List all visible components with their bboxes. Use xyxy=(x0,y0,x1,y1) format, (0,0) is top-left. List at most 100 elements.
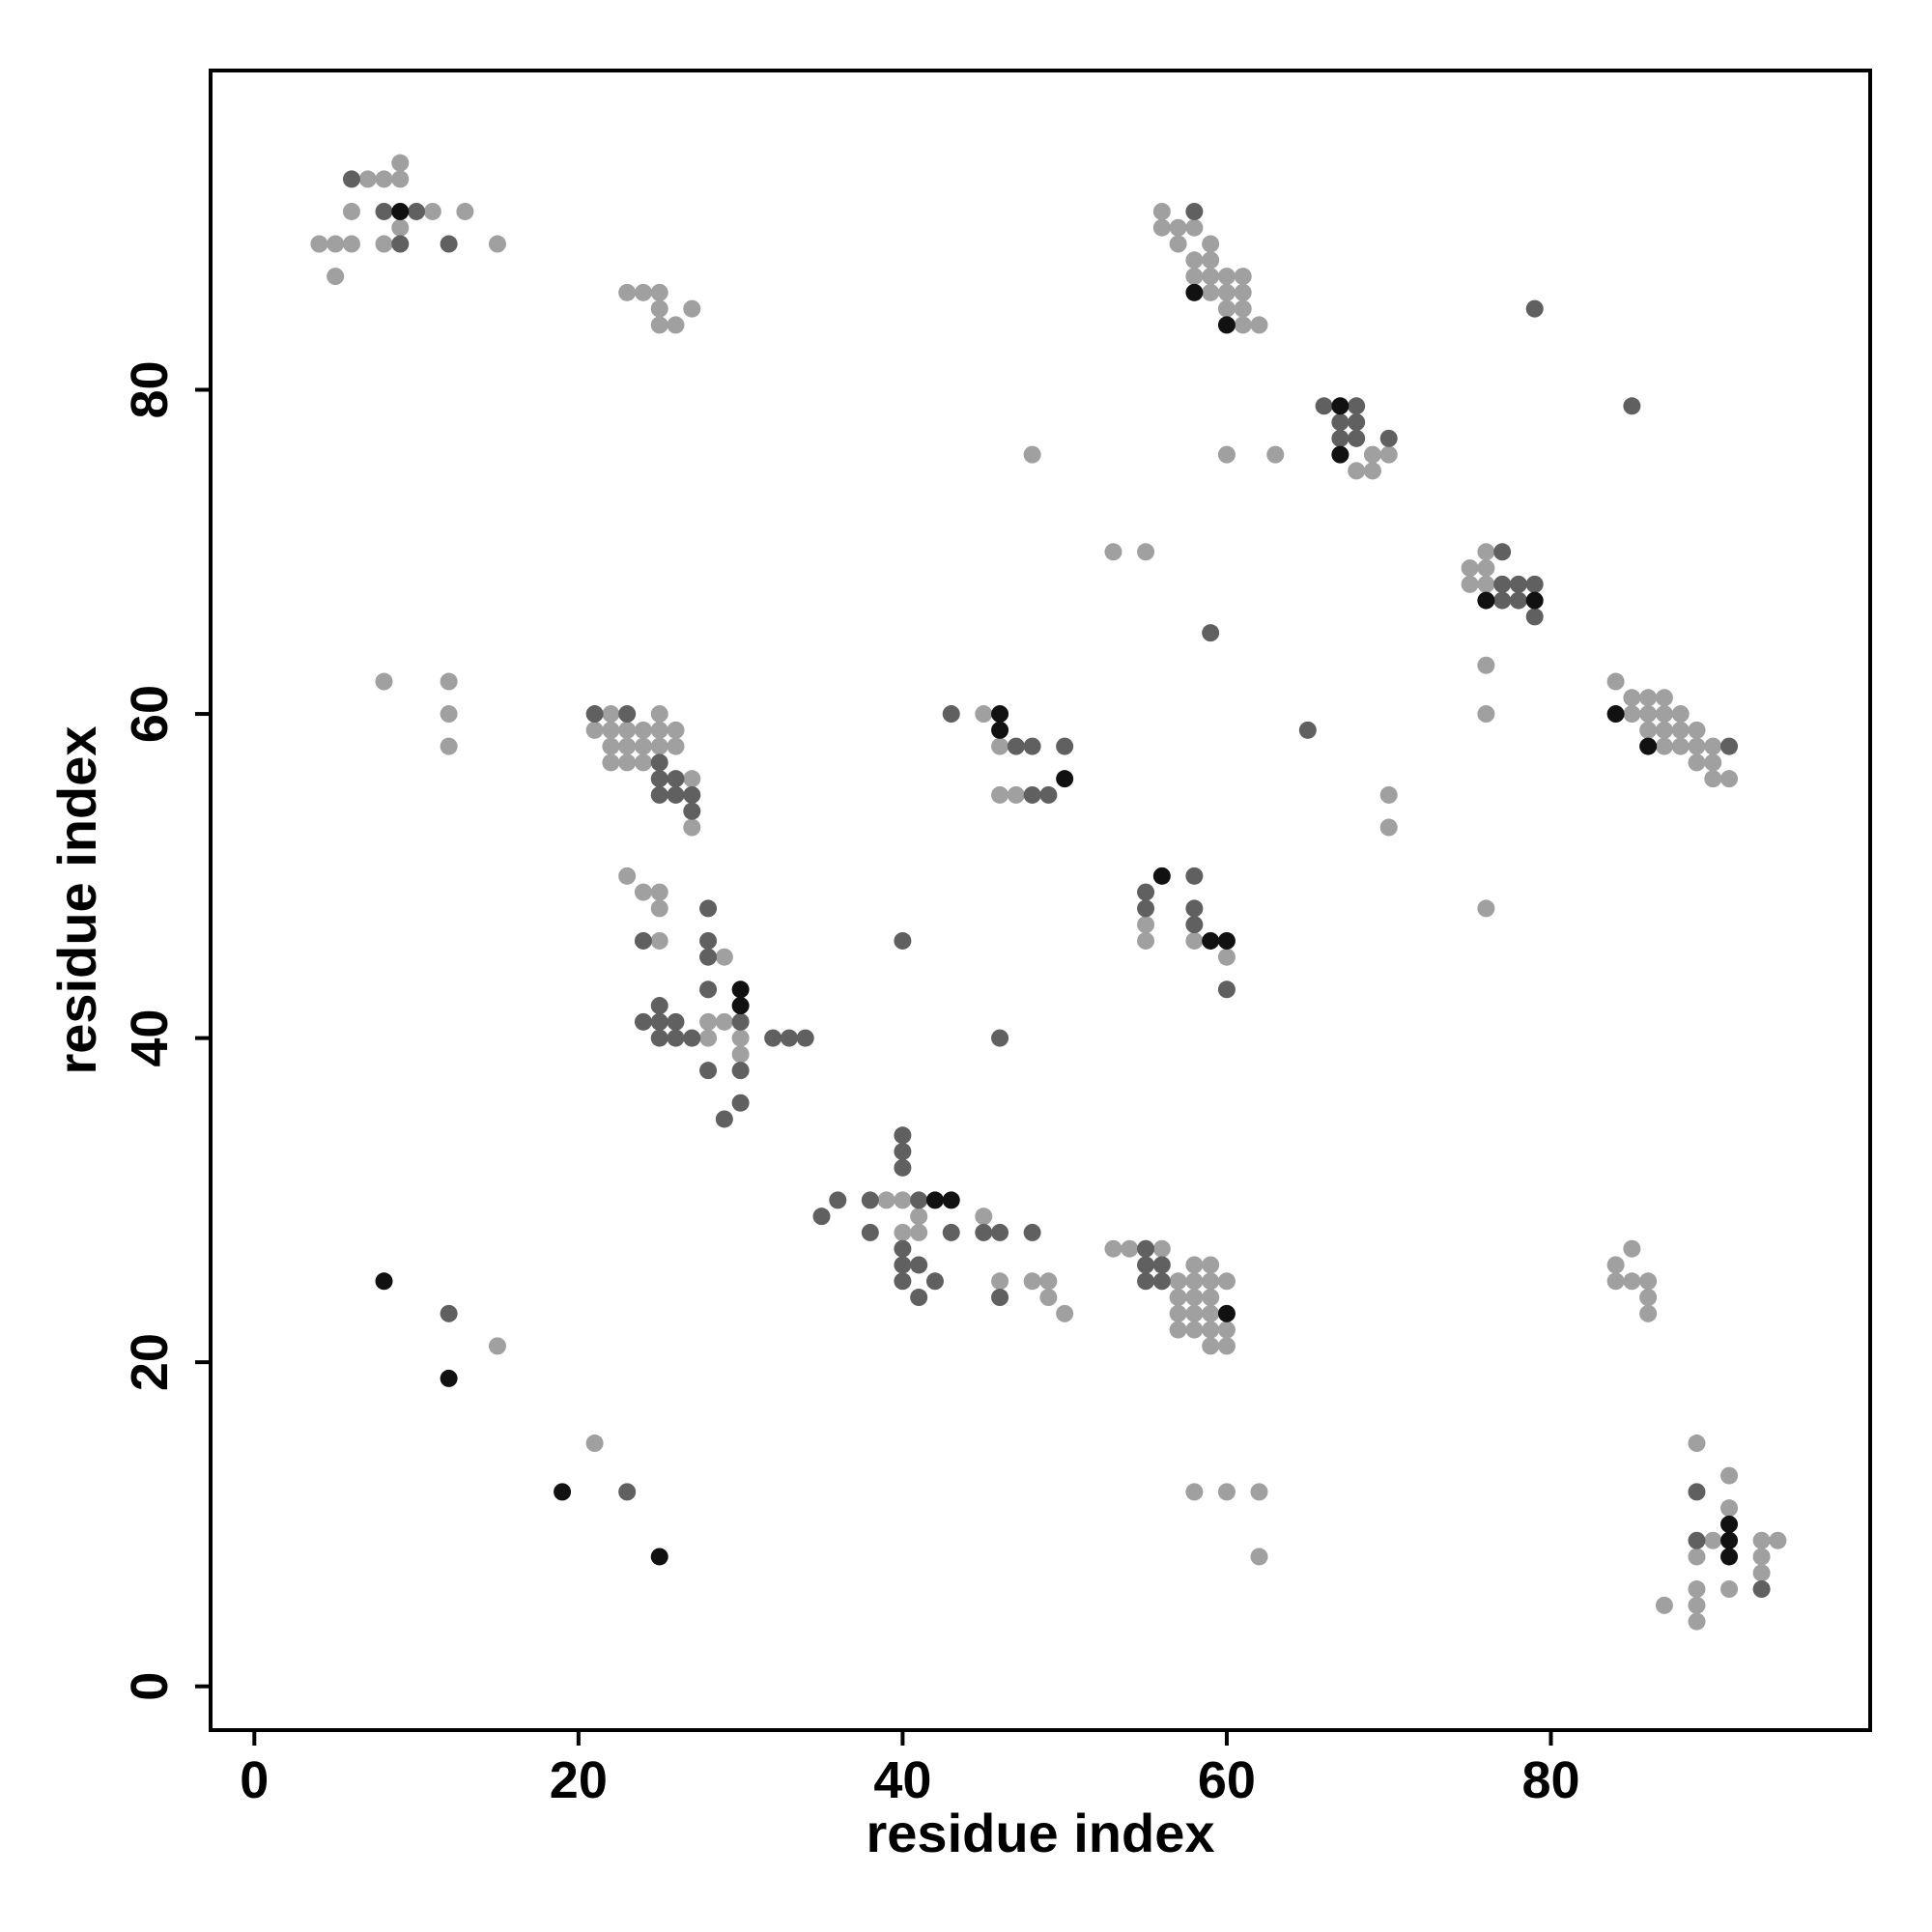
point xyxy=(894,1143,912,1161)
point xyxy=(1217,299,1236,318)
point xyxy=(634,283,652,301)
point xyxy=(1169,235,1187,253)
point xyxy=(1639,1272,1658,1291)
point xyxy=(1477,899,1495,918)
point xyxy=(1655,1596,1673,1614)
point xyxy=(796,1029,814,1047)
point xyxy=(1752,1580,1771,1599)
point xyxy=(634,883,652,901)
point xyxy=(1348,397,1366,415)
point xyxy=(1525,591,1544,610)
point xyxy=(991,1289,1009,1307)
y-tick-label: 40 xyxy=(121,1009,179,1067)
point xyxy=(1234,316,1252,334)
point xyxy=(1217,1321,1236,1339)
point xyxy=(1137,931,1155,950)
point xyxy=(1720,737,1739,755)
point xyxy=(1461,575,1479,593)
point xyxy=(1056,770,1074,788)
point xyxy=(650,899,668,918)
point xyxy=(650,1029,668,1047)
point xyxy=(1185,268,1204,286)
point xyxy=(1720,770,1739,788)
point xyxy=(456,202,474,220)
point xyxy=(925,1272,944,1291)
point xyxy=(650,997,668,1015)
point xyxy=(650,299,668,318)
point xyxy=(894,1223,912,1241)
point xyxy=(942,705,960,724)
point xyxy=(1525,299,1544,318)
x-axis-title: residue index xyxy=(866,1803,1214,1863)
plot-frame xyxy=(209,69,1872,1732)
point xyxy=(618,705,637,724)
point xyxy=(1704,737,1722,755)
point xyxy=(1525,608,1544,626)
point xyxy=(1152,1239,1171,1258)
point xyxy=(1720,1499,1739,1518)
point xyxy=(1137,916,1155,934)
point xyxy=(1217,1483,1236,1501)
point xyxy=(1234,268,1252,286)
point xyxy=(1493,575,1512,593)
point xyxy=(1477,559,1495,578)
point xyxy=(667,1029,685,1047)
point xyxy=(829,1191,847,1209)
point xyxy=(780,1029,798,1047)
point xyxy=(634,931,652,950)
point xyxy=(975,1223,993,1241)
point xyxy=(925,1191,944,1209)
y-tick-label: 20 xyxy=(121,1333,179,1391)
point xyxy=(1137,1272,1155,1291)
point xyxy=(585,705,604,724)
point xyxy=(1671,721,1690,739)
point xyxy=(408,202,426,220)
point xyxy=(991,1223,1009,1241)
point xyxy=(1217,445,1236,464)
point xyxy=(1185,1256,1204,1274)
point xyxy=(1202,251,1220,270)
point xyxy=(699,1062,718,1080)
point xyxy=(1477,656,1495,674)
point xyxy=(861,1223,879,1241)
point xyxy=(650,1548,668,1566)
point xyxy=(1137,1256,1155,1274)
point xyxy=(764,1029,782,1047)
point xyxy=(1169,1321,1187,1339)
point xyxy=(1752,1564,1771,1582)
point xyxy=(1202,1304,1220,1322)
point xyxy=(1039,1289,1058,1307)
point xyxy=(1331,429,1350,447)
point xyxy=(1185,202,1204,220)
x-tick-label: 60 xyxy=(1198,1751,1256,1809)
point xyxy=(667,737,685,755)
point xyxy=(1752,1548,1771,1566)
point xyxy=(1331,445,1350,464)
point xyxy=(391,170,410,188)
point xyxy=(375,202,393,220)
point xyxy=(1202,268,1220,286)
point xyxy=(1217,268,1236,286)
y-tick-label: 60 xyxy=(121,685,179,743)
point xyxy=(650,931,668,950)
point xyxy=(991,1029,1009,1047)
point xyxy=(699,1029,718,1047)
point xyxy=(634,753,652,772)
point xyxy=(1185,218,1204,237)
point xyxy=(667,785,685,804)
point xyxy=(1104,543,1122,561)
point xyxy=(1379,445,1398,464)
point xyxy=(618,721,637,739)
point xyxy=(440,737,458,755)
point xyxy=(1169,1272,1187,1291)
point xyxy=(667,770,685,788)
point xyxy=(423,202,441,220)
point xyxy=(699,931,718,950)
point xyxy=(1202,1272,1220,1291)
point xyxy=(1185,251,1204,270)
point xyxy=(650,883,668,901)
point xyxy=(1348,462,1366,480)
point xyxy=(1023,445,1041,464)
y-tick-label: 0 xyxy=(121,1672,179,1701)
point xyxy=(1152,1256,1171,1274)
